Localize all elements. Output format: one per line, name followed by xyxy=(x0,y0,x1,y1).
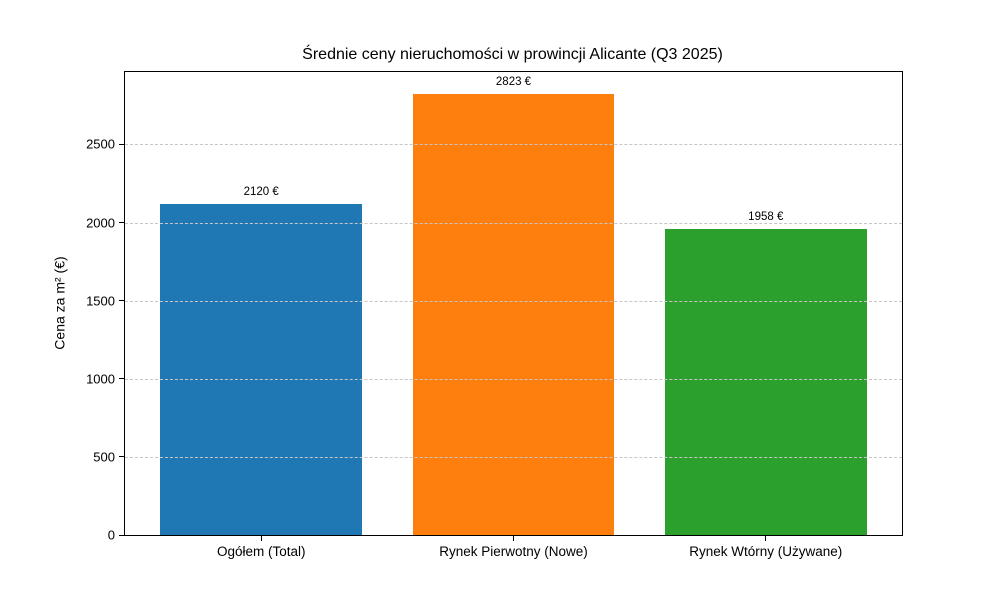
gridline-500 xyxy=(125,456,902,458)
y-tick-label: 1500 xyxy=(86,293,115,309)
y-tick-mark-1000 xyxy=(119,378,125,380)
y-tick-mark-0 xyxy=(119,534,125,536)
y-tick-mark-2000 xyxy=(119,222,125,224)
bar-value-label: 1958 € xyxy=(748,211,784,224)
gridline-1000 xyxy=(125,378,902,380)
x-tick-mark-0 xyxy=(260,535,262,541)
y-tick-label: 0 xyxy=(107,527,115,543)
y-tick-label: 2500 xyxy=(86,136,115,152)
x-tick-label: Rynek Pierwotny (Nowe) xyxy=(439,544,588,559)
chart-title: Średnie ceny nieruchomości w prowincji A… xyxy=(302,46,723,63)
gridline-2500 xyxy=(125,144,902,146)
bar-0 xyxy=(160,203,363,535)
y-tick-label: 500 xyxy=(93,449,115,465)
bar-value-label: 2120 € xyxy=(243,185,279,198)
y-tick-label: 1000 xyxy=(86,371,115,387)
x-tick-mark-2 xyxy=(765,535,767,541)
y-axis-label: Cena za m² (€) xyxy=(51,256,68,350)
plot-area: 0 500 1000 1500 2000 2500 2120 € 2823 € 1958 € Og… xyxy=(86,71,903,559)
x-tick-mark-1 xyxy=(513,535,514,541)
bar-2 xyxy=(664,229,867,535)
y-tick-mark-2500 xyxy=(119,143,125,145)
gridline-1500 xyxy=(125,300,902,302)
gridline-2000 xyxy=(125,222,902,224)
bar-value-label: 2823 € xyxy=(495,76,532,89)
x-tick-label: Ogółem (Total) xyxy=(216,544,306,559)
bar-1 xyxy=(412,94,615,535)
x-tick-label: Rynek Wtórny (Używane) xyxy=(689,544,843,559)
y-tick-mark-1500 xyxy=(119,300,125,302)
y-tick-mark-500 xyxy=(119,456,125,458)
y-tick-label: 2000 xyxy=(86,215,115,231)
